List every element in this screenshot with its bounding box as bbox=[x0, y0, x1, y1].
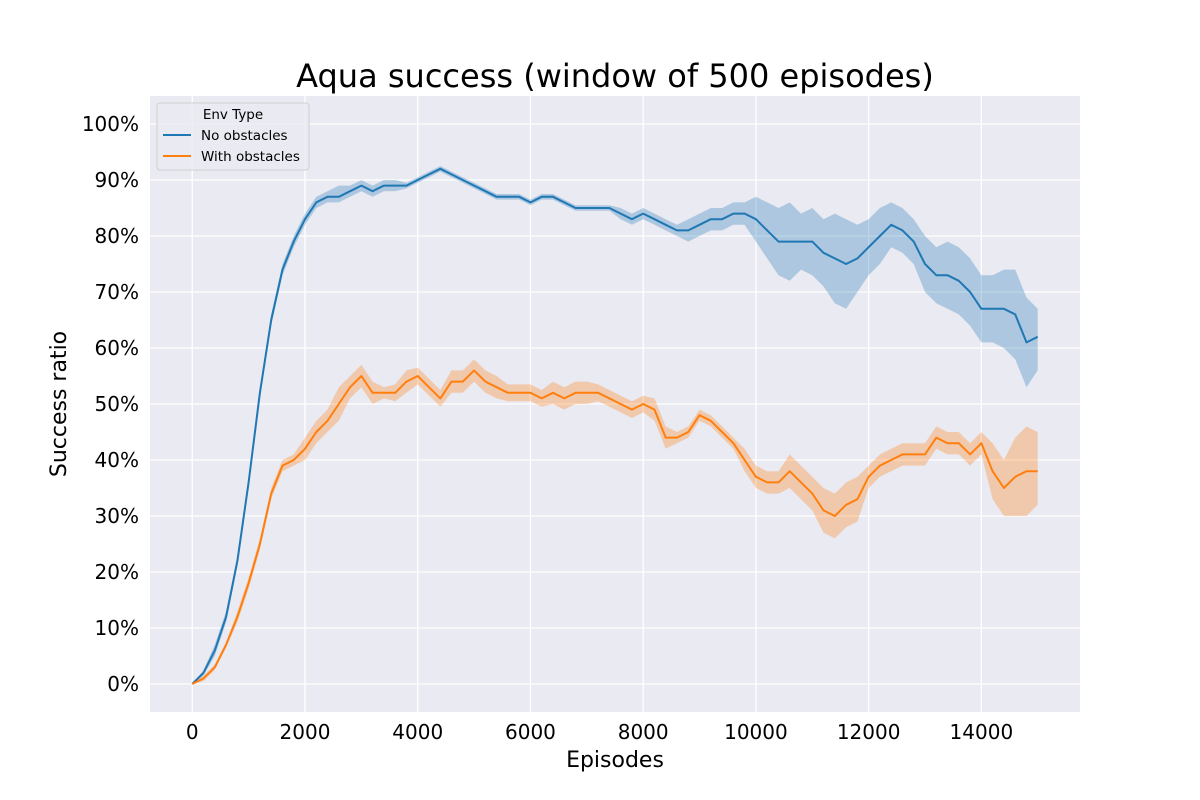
y-tick-label: 80% bbox=[95, 224, 139, 248]
y-tick-label: 10% bbox=[95, 616, 139, 640]
y-tick-label: 50% bbox=[95, 392, 139, 416]
y-axis-label: Success ratio bbox=[47, 331, 72, 477]
x-tick-label: 2000 bbox=[280, 720, 331, 744]
x-tick-label: 8000 bbox=[618, 720, 669, 744]
y-tick-label: 60% bbox=[95, 336, 139, 360]
y-tick-labels: 0% 10% 20% 30% 40% 50% 60% 70% 80% 90% 100% bbox=[82, 112, 139, 696]
y-tick-label: 100% bbox=[82, 112, 139, 136]
x-tick-label: 0 bbox=[186, 720, 199, 744]
legend-title: Env Type bbox=[203, 107, 263, 123]
chart-title: Aqua success (window of 500 episodes) bbox=[296, 57, 934, 95]
y-tick-label: 70% bbox=[95, 280, 139, 304]
legend-label-with-obstacles: With obstacles bbox=[201, 149, 300, 165]
x-tick-labels: 0 2000 4000 6000 8000 10000 12000 14000 bbox=[186, 720, 1013, 744]
y-tick-label: 40% bbox=[95, 448, 139, 472]
grid bbox=[150, 96, 1080, 712]
series-line-no-obstacles bbox=[191, 167, 1039, 685]
legend-label-no-obstacles: No obstacles bbox=[201, 128, 288, 144]
y-tick-label: 0% bbox=[107, 672, 139, 696]
y-tick-label: 90% bbox=[95, 168, 139, 192]
series-lines bbox=[191, 167, 1039, 685]
y-tick-label: 30% bbox=[95, 504, 139, 528]
x-tick-label: 6000 bbox=[505, 720, 556, 744]
legend-box bbox=[156, 102, 310, 171]
x-tick-label: 10000 bbox=[724, 720, 788, 744]
legend: Env Type No obstacles With obstacles bbox=[156, 102, 310, 171]
x-tick-label: 4000 bbox=[392, 720, 443, 744]
x-tick-label: 12000 bbox=[837, 720, 901, 744]
x-tick-label: 14000 bbox=[950, 720, 1014, 744]
y-tick-label: 20% bbox=[95, 560, 139, 584]
x-axis-label: Episodes bbox=[566, 748, 664, 773]
series-line-with-obstacles bbox=[191, 369, 1038, 685]
